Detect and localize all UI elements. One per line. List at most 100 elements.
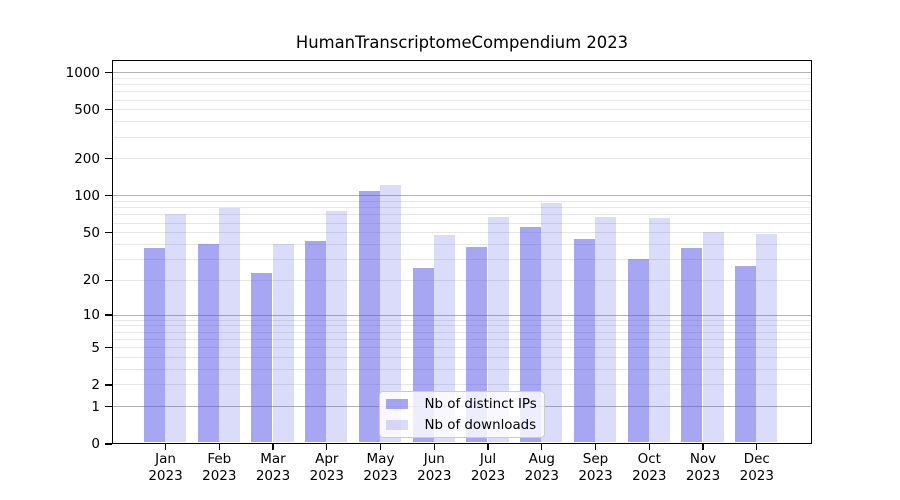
bar-nb-of-distinct-ips-jan-2023 — [143, 247, 165, 442]
gridline-y-400 — [113, 121, 811, 123]
gridline-y-700 — [113, 91, 811, 93]
bar-nb-of-distinct-ips-dec-2023 — [735, 266, 757, 442]
x-tick-label-line: Mar — [260, 451, 286, 467]
legend-item-distinct-ips: Nb of distinct IPs — [380, 395, 544, 413]
gridline-y-40 — [113, 243, 811, 245]
bar-nb-of-downloads-jan-2023 — [165, 214, 187, 442]
gridline-y-9 — [113, 319, 811, 321]
y-tick-label-500: 500 — [74, 101, 100, 118]
gridline-y-300 — [113, 136, 811, 138]
x-tick-label-line: 2023 — [524, 467, 559, 484]
x-tick-label-line: 2023 — [309, 467, 344, 484]
bar-nb-of-downloads-nov-2023 — [702, 232, 724, 442]
x-tick-jun-2023 — [433, 444, 435, 450]
gridline-y-2 — [113, 384, 811, 386]
gridline-y-3 — [113, 369, 811, 370]
x-tick-dec-2023 — [756, 444, 758, 450]
x-tick-label-line: Dec — [743, 451, 770, 467]
bar-nb-of-distinct-ips-sep-2023 — [573, 238, 595, 442]
y-tick-200 — [105, 158, 112, 160]
gridline-y-800 — [113, 84, 811, 85]
x-tick-label-mar-2023: Mar 2023 — [233, 451, 313, 484]
x-tick-label-line: 2023 — [578, 467, 613, 484]
plot-area — [112, 60, 812, 444]
x-tick-label-line: May — [366, 451, 395, 467]
legend-swatch-downloads — [386, 420, 408, 430]
x-tick-label-line: Oct — [637, 451, 661, 467]
gridline-y-5 — [113, 347, 811, 349]
x-tick-aug-2023 — [541, 444, 543, 450]
gridline-y-100 — [113, 195, 811, 197]
bar-nb-of-downloads-sep-2023 — [595, 217, 617, 442]
x-tick-oct-2023 — [648, 444, 650, 450]
y-tick-1000 — [105, 71, 112, 74]
bar-nb-of-distinct-ips-aug-2023 — [520, 227, 542, 442]
x-tick-label-line: 2023 — [255, 467, 291, 484]
y-tick-0 — [105, 443, 112, 445]
x-tick-label-feb-2023: Feb 2023 — [179, 451, 259, 484]
bar-nb-of-downloads-oct-2023 — [648, 218, 670, 442]
bar-nb-of-downloads-dec-2023 — [756, 234, 778, 442]
gridline-y-500 — [113, 109, 811, 111]
x-tick-label-oct-2023: Oct 2023 — [609, 451, 689, 484]
y-tick-label-2: 2 — [91, 376, 100, 393]
x-tick-label-jun-2023: Jun 2023 — [394, 451, 474, 484]
x-tick-label-dec-2023: Dec 2023 — [717, 451, 797, 484]
x-tick-label-nov-2023: Nov 2023 — [663, 451, 743, 484]
bar-nb-of-distinct-ips-mar-2023 — [251, 272, 273, 442]
legend-label-downloads: Nb of downloads — [424, 417, 537, 433]
bar-nb-of-distinct-ips-apr-2023 — [305, 241, 327, 442]
gridline-y-10 — [113, 314, 811, 316]
x-tick-label-line: Jan — [155, 451, 176, 467]
x-tick-may-2023 — [379, 444, 382, 450]
bar-nb-of-distinct-ips-oct-2023 — [627, 258, 649, 442]
gridline-y-90 — [113, 201, 811, 202]
y-tick-100 — [105, 195, 112, 197]
x-tick-jul-2023 — [487, 444, 489, 450]
x-tick-label-line: Jul — [479, 451, 497, 467]
x-tick-label-line: Aug — [528, 451, 555, 467]
legend-item-downloads: Nb of downloads — [380, 416, 544, 434]
x-tick-sep-2023 — [594, 444, 597, 450]
x-tick-label-line: Apr — [315, 451, 339, 467]
x-tick-mar-2023 — [272, 444, 274, 450]
bar-nb-of-distinct-ips-nov-2023 — [681, 247, 703, 442]
gridline-y-8 — [113, 325, 811, 327]
gridline-y-30 — [113, 258, 811, 260]
gridline-y-900 — [113, 77, 811, 79]
x-tick-feb-2023 — [218, 444, 220, 450]
y-tick-10 — [105, 314, 112, 316]
x-tick-label-sep-2023: Sep 2023 — [556, 451, 636, 484]
y-tick-5 — [105, 347, 112, 349]
x-tick-label-line: 2023 — [632, 467, 667, 484]
gridline-y-60 — [113, 222, 811, 224]
bar-nb-of-downloads-may-2023 — [380, 185, 402, 442]
y-tick-label-1000: 1000 — [65, 64, 100, 81]
chart-title: HumanTranscriptomeCompendium 2023 — [295, 33, 629, 52]
x-tick-label-jul-2023: Jul 2023 — [448, 451, 528, 484]
bar-nb-of-distinct-ips-may-2023 — [358, 191, 380, 442]
bar-nb-of-downloads-jul-2023 — [487, 217, 509, 442]
gridline-y-20 — [113, 279, 811, 281]
legend-label-distinct-ips: Nb of distinct IPs — [424, 396, 537, 412]
gridline-y-80 — [113, 207, 811, 209]
x-tick-label-line: 2023 — [685, 467, 721, 484]
x-tick-jan-2023 — [164, 444, 167, 450]
gridline-y-1000 — [113, 72, 811, 73]
gridline-y-200 — [113, 158, 811, 160]
x-tick-label-line: 2023 — [417, 467, 452, 484]
legend-swatch-distinct-ips — [386, 399, 408, 409]
y-tick-label-1: 1 — [91, 398, 100, 415]
x-tick-apr-2023 — [326, 444, 328, 450]
bar-nb-of-downloads-feb-2023 — [218, 207, 240, 442]
x-tick-label-line: 2023 — [202, 467, 237, 484]
y-tick-20 — [105, 279, 112, 281]
x-tick-label-line: 2023 — [739, 467, 774, 484]
bar-nb-of-downloads-aug-2023 — [541, 202, 563, 442]
y-tick-label-20: 20 — [82, 272, 100, 289]
x-tick-label-line: 2023 — [470, 467, 506, 484]
x-tick-label-may-2023: May 2023 — [341, 451, 421, 484]
y-tick-label-10: 10 — [82, 307, 100, 324]
y-tick-50 — [105, 232, 112, 234]
